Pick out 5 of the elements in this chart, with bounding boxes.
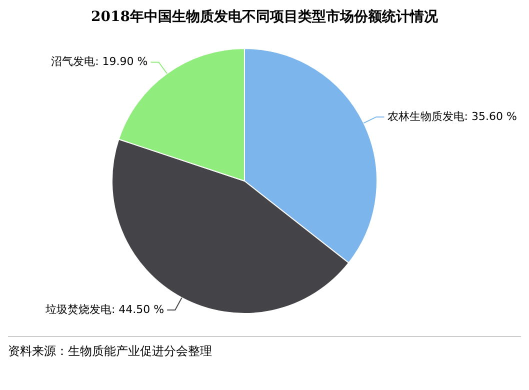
slice-label: 农林生物质发电: 35.60 % (387, 110, 517, 123)
slice-label: 沼气发电: 19.90 % (51, 55, 148, 68)
chart-title: 2018年中国生物质发电不同项目类型市场份额统计情况 (90, 8, 439, 26)
text: 资料来源：生物质能产业促进分会整理 (8, 336, 521, 360)
slice-label: 垃圾焚烧发电: 44.50 % (44, 302, 164, 316)
